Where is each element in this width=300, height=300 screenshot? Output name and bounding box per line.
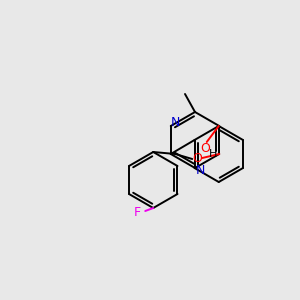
Text: O: O — [192, 152, 202, 166]
Text: O: O — [200, 142, 210, 155]
Text: N: N — [195, 164, 205, 178]
Text: N: N — [171, 116, 180, 130]
Text: H: H — [208, 149, 217, 159]
Text: F: F — [134, 206, 141, 218]
